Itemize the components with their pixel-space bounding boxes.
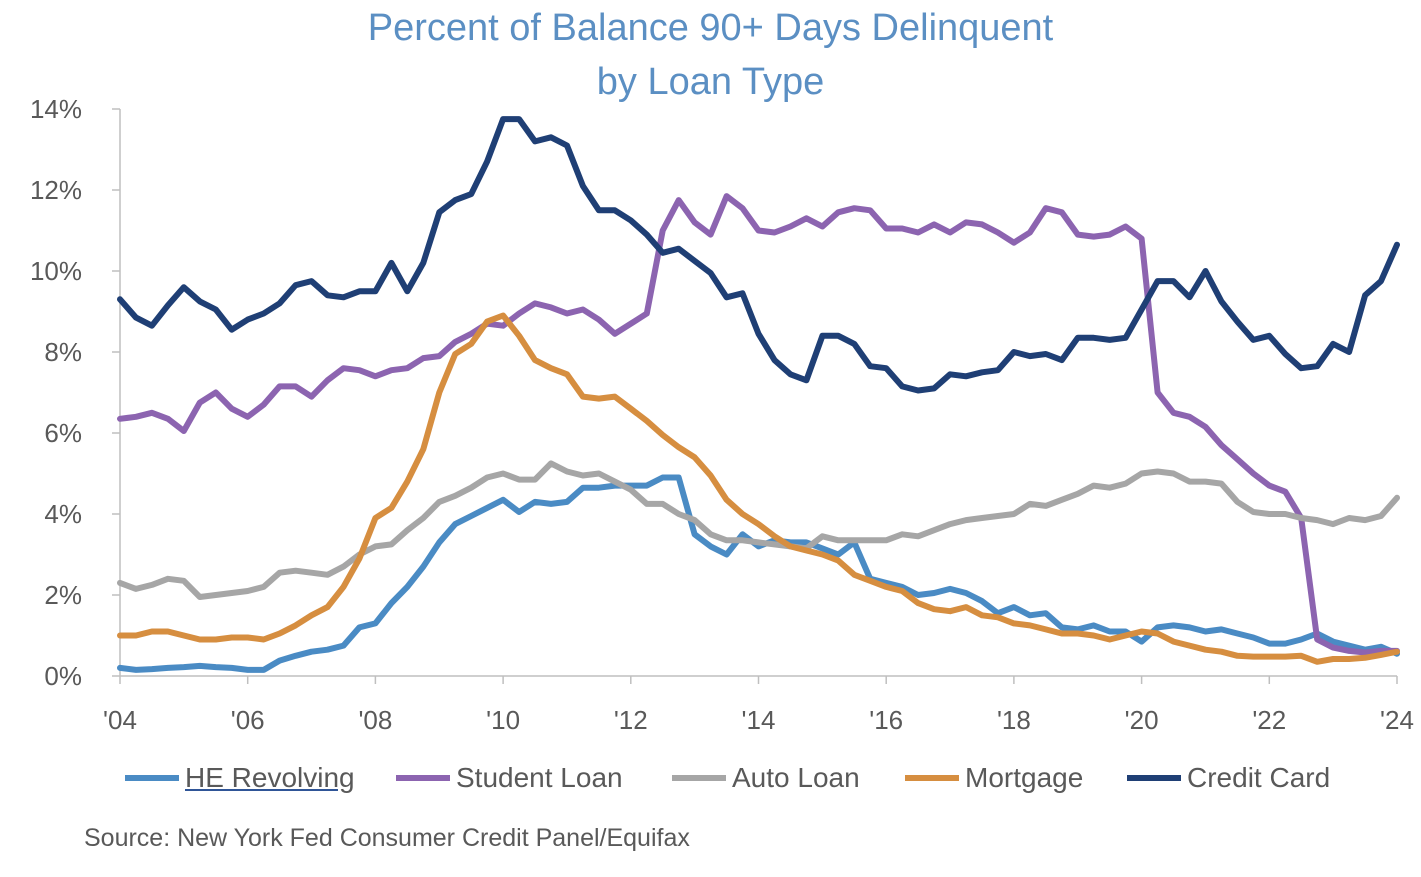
chart-title: Percent of Balance 90+ Days Delinquent [367, 7, 1054, 49]
legend-label-auto-loan: Auto Loan [732, 762, 860, 793]
y-tick-label: 12% [30, 175, 82, 205]
series-lines [117, 116, 1400, 673]
x-tick-label: '20 [1125, 705, 1159, 735]
legend-swatch-credit-card [1127, 775, 1181, 781]
y-tick-label: 2% [44, 580, 82, 610]
y-tick-label: 8% [44, 337, 82, 367]
x-tick-label: '18 [997, 705, 1031, 735]
legend-swatch-mortgage [905, 775, 959, 781]
y-tick-label: 14% [30, 94, 82, 124]
chart-subtitle: by Loan Type [596, 61, 825, 103]
y-tick-label: 0% [44, 661, 82, 691]
x-tick-label: '16 [869, 705, 903, 735]
y-tick-label: 10% [30, 256, 82, 286]
legend-swatch-auto-loan [672, 775, 726, 781]
legend-item-he-revolving: HE Revolving [125, 755, 355, 801]
legend-item-mortgage: Mortgage [905, 755, 1083, 801]
y-axis-ticks: 0% 2% 4% 6% 8% 10% 12% 14% [30, 94, 120, 691]
source-note: Source: New York Fed Consumer Credit Pan… [84, 824, 690, 852]
series-line-mortgage [117, 312, 1400, 665]
x-tick-label: '06 [231, 705, 265, 735]
series-line-he-revolving [117, 474, 1400, 673]
series-line-credit-card [117, 116, 1400, 394]
x-tick-label: '22 [1252, 705, 1286, 735]
x-tick-label: '08 [358, 705, 392, 735]
x-tick-label: '04 [103, 705, 137, 735]
legend-label-credit-card: Credit Card [1187, 762, 1331, 793]
x-axis-ticks: '04 '06 '08 '10 '12 '14 '16 '18 '20 '22 '24 [103, 676, 1414, 735]
y-tick-label: 6% [44, 418, 82, 448]
legend-label-student-loan: Student Loan [456, 762, 623, 793]
legend-label-mortgage: Mortgage [965, 762, 1084, 793]
y-tick-label: 4% [44, 499, 82, 529]
x-tick-label: '24 [1380, 705, 1414, 735]
x-tick-label: '12 [614, 705, 648, 735]
chart-legend: HE Revolving Student Loan Auto Loan Mort… [0, 755, 1421, 801]
legend-label-he-revolving: HE Revolving [185, 762, 355, 793]
series-line-student-loan [117, 193, 1400, 656]
legend-item-credit-card: Credit Card [1127, 755, 1330, 801]
legend-item-auto-loan: Auto Loan [672, 755, 860, 801]
series-line-auto-loan [117, 460, 1400, 600]
legend-swatch-he-revolving [125, 775, 179, 781]
legend-item-student-loan: Student Loan [396, 755, 623, 801]
x-tick-label: '10 [486, 705, 520, 735]
legend-swatch-student-loan [396, 775, 450, 781]
x-tick-label: '14 [742, 705, 776, 735]
